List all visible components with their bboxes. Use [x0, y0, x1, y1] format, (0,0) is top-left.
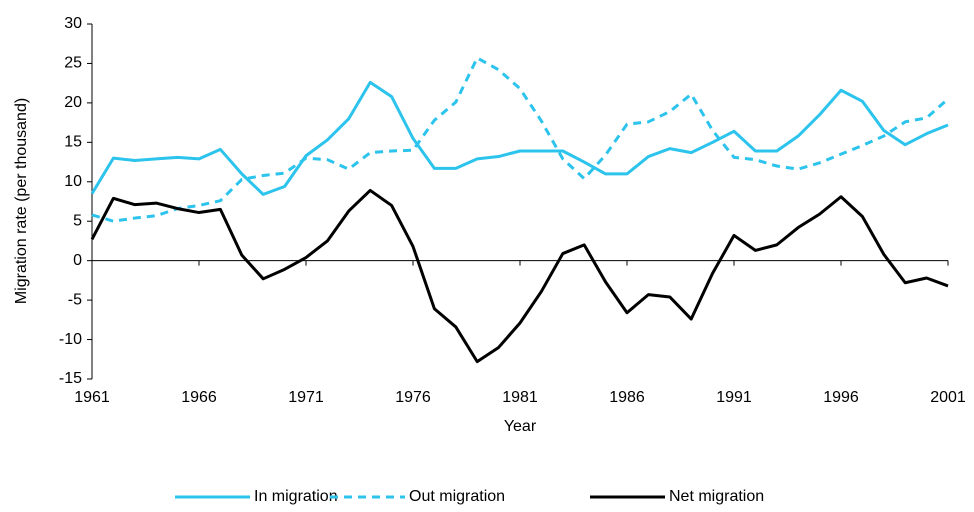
x-tick-label: 2001	[930, 389, 966, 406]
legend-label: In migration	[254, 488, 338, 505]
y-tick-label: 5	[73, 212, 82, 229]
y-tick-label: -15	[59, 370, 82, 387]
y-tick-label: 20	[64, 94, 82, 111]
x-tick-label: 1976	[395, 389, 431, 406]
x-tick-label: 1971	[288, 389, 324, 406]
y-tick-label: 10	[64, 173, 82, 190]
x-tick-label: 1981	[502, 389, 538, 406]
y-tick-label: 15	[64, 134, 82, 151]
series-line	[91, 56, 949, 223]
y-tick-label: -5	[68, 291, 82, 308]
legend-label: Net migration	[669, 488, 764, 505]
x-tick-label: 1966	[181, 389, 217, 406]
x-tick-label: 1991	[716, 389, 752, 406]
legend-label: Out migration	[409, 488, 505, 505]
y-tick-label: 0	[73, 252, 82, 269]
y-tick-label: 25	[64, 55, 82, 72]
x-axis-label: Year	[504, 418, 537, 435]
series-line	[90, 80, 949, 196]
x-tick-label: 1986	[609, 389, 645, 406]
y-tick-label: 30	[64, 15, 82, 32]
x-tick-label: 1996	[823, 389, 859, 406]
x-tick-label: 1961	[74, 389, 110, 406]
y-axis-label: Migration rate (per thousand)	[13, 98, 30, 304]
y-tick-label: -10	[59, 331, 82, 348]
series-line	[90, 188, 949, 364]
